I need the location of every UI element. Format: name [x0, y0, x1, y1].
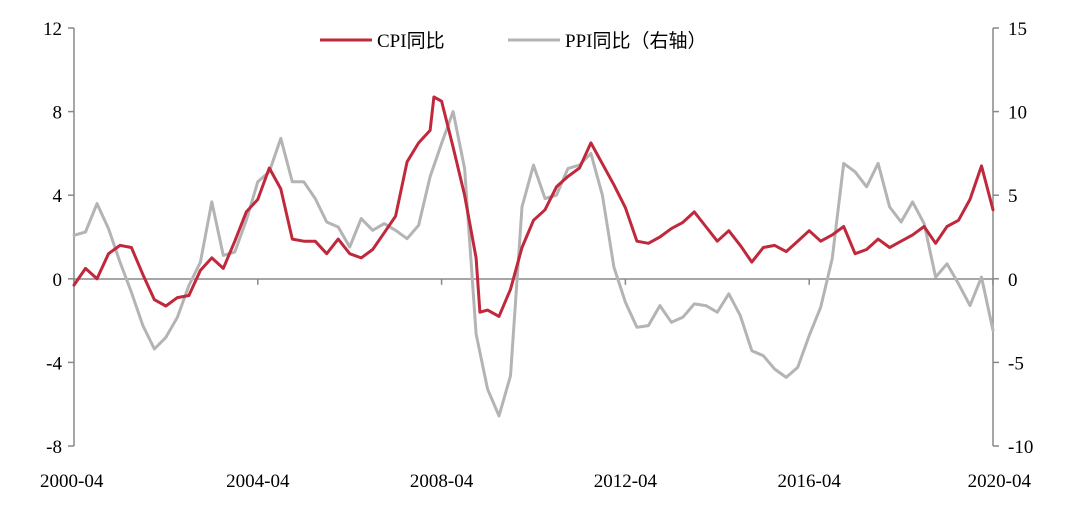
x-tick-label: 2016-04: [778, 471, 842, 492]
ppi-series-line: [72, 110, 995, 418]
right-y-tick-label: -5: [1008, 353, 1024, 374]
legend-item-cpi: CPI同比: [320, 30, 445, 52]
right-y-tick-label: 15: [1008, 19, 1027, 40]
x-tick-label: 2008-04: [410, 471, 474, 492]
axes: [73, 28, 994, 446]
left-y-tick-label: -8: [46, 437, 62, 458]
cpi-series-line: [72, 95, 995, 318]
legend-label-cpi: CPI同比: [377, 30, 445, 52]
legend-label-ppi: PPI同比（右轴）: [565, 30, 706, 52]
legend-item-ppi: PPI同比（右轴）: [508, 30, 706, 52]
legend: CPI同比 PPI同比（右轴）: [320, 30, 706, 52]
left-y-tick-label: 0: [53, 270, 63, 291]
right-y-ticks: 15 10 5 0 -5 -10: [993, 19, 1033, 458]
left-y-tick-label: 12: [43, 19, 62, 40]
series-layer: [72, 95, 995, 418]
right-y-tick-label: -10: [1008, 437, 1033, 458]
x-tick-label: 2004-04: [226, 471, 290, 492]
left-y-tick-label: 8: [53, 103, 63, 124]
x-tick-label: 2020-04: [968, 471, 1032, 492]
x-ticks: 2000-04 2004-04 2008-04 2012-04 2016-04 2020-…: [40, 278, 1032, 492]
left-y-tick-label: 4: [53, 186, 63, 207]
x-tick-label: 2000-04: [40, 471, 104, 492]
right-y-tick-label: 10: [1008, 103, 1027, 124]
right-y-tick-label: 5: [1008, 186, 1018, 207]
right-y-tick-label: 0: [1008, 270, 1018, 291]
x-tick-label: 2012-04: [594, 471, 658, 492]
left-y-ticks: 12 8 4 0 -4 -8: [43, 19, 74, 458]
left-y-tick-label: -4: [46, 353, 62, 374]
